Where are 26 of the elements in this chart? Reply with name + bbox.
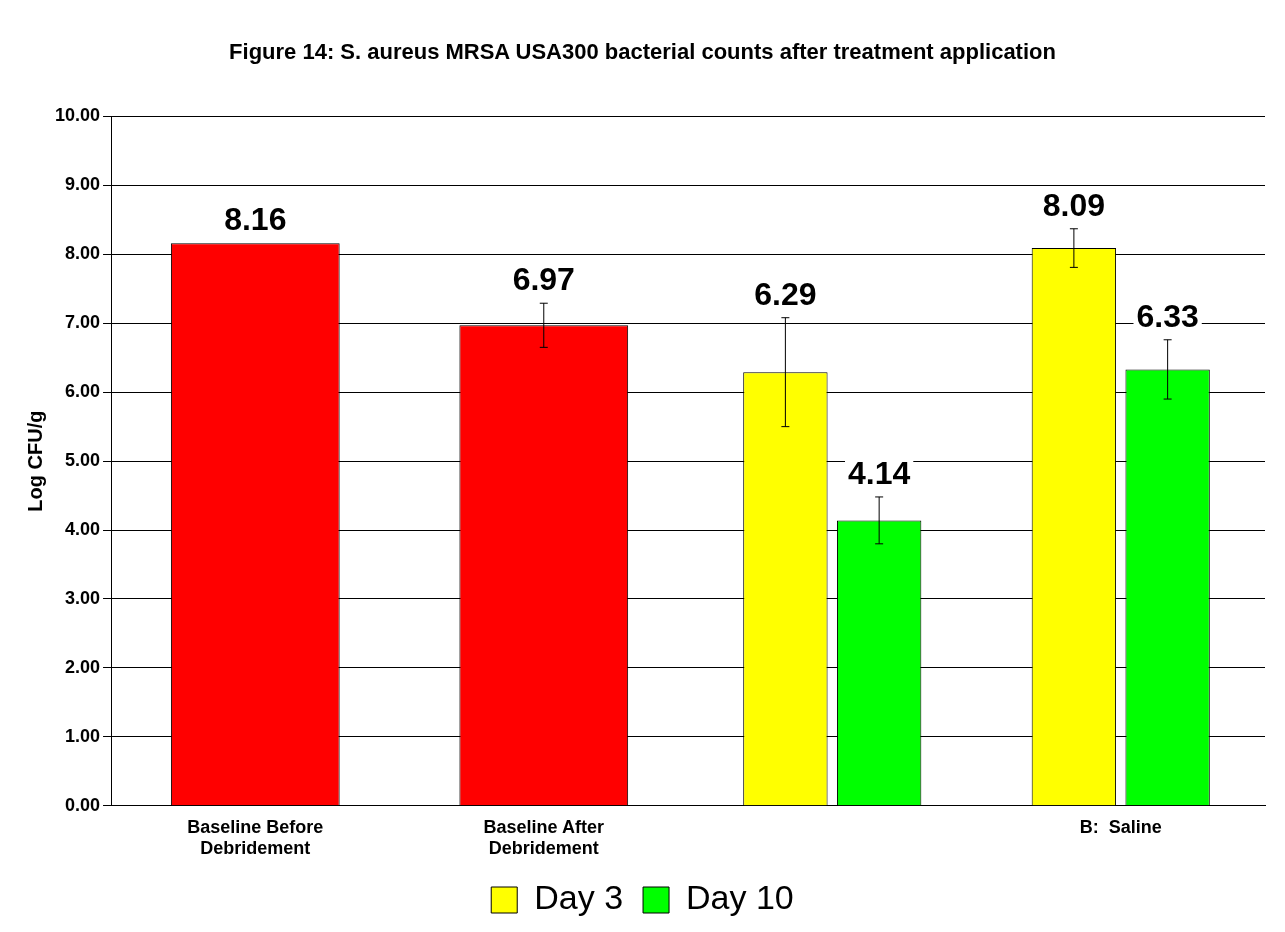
data-label: 8.09 (1042, 186, 1106, 223)
x-tick-label: B: Saline (1079, 816, 1162, 837)
y-axis-title: Log CFU/g (23, 410, 46, 512)
data-label: 4.14 (848, 454, 911, 491)
legend-label: Day 10 (686, 878, 794, 917)
y-tick-label: 9.00 (65, 174, 101, 195)
chart-title: Figure 14: S. aureus MRSA USA300 bacterial counts after treatment application (229, 39, 1056, 65)
data-label: 6.33 (1136, 297, 1199, 334)
legend-label: Day 3 (534, 878, 624, 917)
y-tick-label: 7.00 (65, 312, 101, 333)
data-label: 8.16 (224, 201, 287, 238)
category-label: Debridement (200, 838, 311, 859)
category-label: Baseline Before (187, 816, 324, 837)
y-tick-label: 0.00 (65, 794, 101, 815)
category-label: Debridement (488, 838, 599, 859)
data-label: 6.29 (754, 275, 817, 312)
y-tick-label: 8.00 (65, 243, 101, 264)
y-tick-label: 4.00 (65, 519, 101, 540)
y-tick-label: 6.00 (65, 381, 101, 402)
y-tick-label: 10.00 (55, 105, 101, 126)
y-tick-label: 1.00 (65, 725, 101, 746)
category-label: Baseline After (483, 816, 604, 837)
y-tick-label: 5.00 (65, 450, 101, 471)
y-tick-label: 2.00 (65, 656, 101, 677)
y-tick-label: 3.00 (65, 587, 101, 608)
data-label: 6.97 (512, 261, 575, 298)
